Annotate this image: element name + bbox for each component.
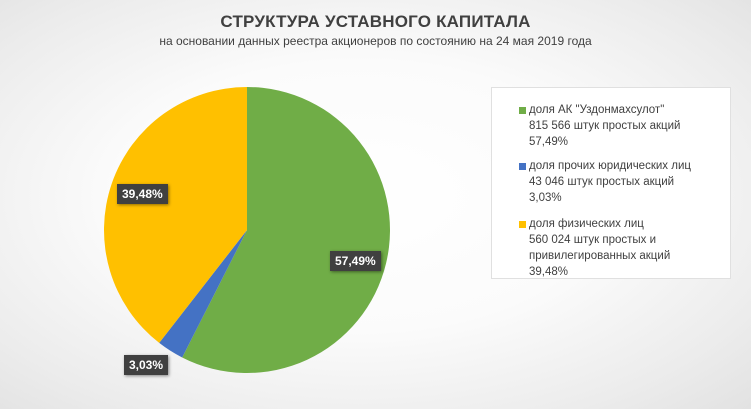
legend-line: доля физических лиц <box>529 218 644 230</box>
legend-entry-other-legal: доля прочих юридических лиц 43 046 штук … <box>519 158 691 206</box>
legend-line: 560 024 штук простых и <box>529 234 657 246</box>
legend-swatch-yellow <box>519 221 526 228</box>
legend-entry-individuals: доля физических лиц 560 024 штук простых… <box>519 216 671 280</box>
legend-line: 3,03% <box>529 192 562 204</box>
legend-line: доля прочих юридических лиц <box>529 160 691 172</box>
legend-line: 57,49% <box>529 136 569 148</box>
legend-line: 43 046 штук простых акций <box>529 176 675 188</box>
pie-slice-other-legal <box>159 230 247 358</box>
data-label-individuals: 39,48% <box>117 184 168 204</box>
chart-title: СТРУКТУРА УСТАВНОГО КАПИТАЛА <box>220 12 531 31</box>
legend-entry-uzdonmahsulot: доля АК "Уздонмахсулот" 815 566 штук про… <box>519 102 681 150</box>
data-label-uzdonmahsulot: 57,49% <box>330 251 381 271</box>
pie-slice-uzdonmahsulot <box>182 87 390 373</box>
legend: доля АК "Уздонмахсулот" 815 566 штук про… <box>491 87 731 279</box>
legend-line: привилегированных акций <box>529 250 671 262</box>
chart-subtitle: на основании данных реестра акционеров п… <box>159 34 592 48</box>
legend-line: доля АК "Уздонмахсулот" <box>529 104 665 116</box>
legend-line: 39,48% <box>529 266 569 278</box>
legend-swatch-green <box>519 107 526 114</box>
legend-line: 815 566 штук простых акций <box>529 120 681 132</box>
legend-swatch-blue <box>519 163 526 170</box>
pie-slice-individuals <box>103 86 247 343</box>
data-label-other-legal: 3,03% <box>124 355 169 375</box>
